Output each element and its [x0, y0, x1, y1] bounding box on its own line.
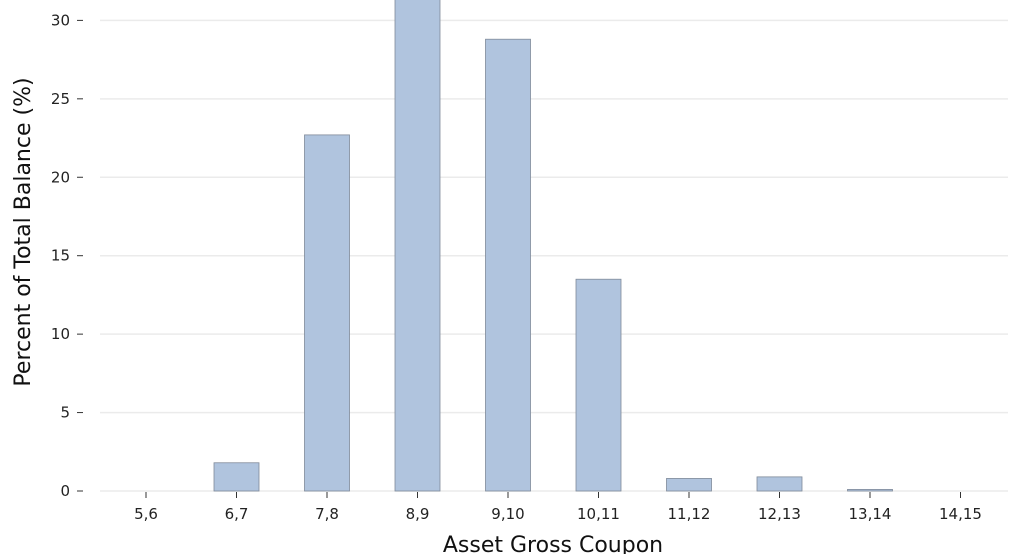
x-tick-label: 11,12	[668, 505, 711, 523]
x-tick-label: 5,6	[134, 505, 158, 523]
y-tick-label: 10	[51, 325, 70, 343]
bar-7-8	[304, 134, 350, 492]
bar-6-7	[213, 462, 260, 492]
x-tick-label: 10,11	[577, 505, 620, 523]
bar-9-10	[485, 38, 531, 492]
x-tick-label: 9,10	[491, 505, 524, 523]
bar-13-14	[847, 489, 893, 492]
y-tick-label: 0	[60, 482, 70, 500]
x-axis: 5,6 6,7 7,8 8,9 9,10 10,11 11,12 12,13 13,14 14,1…	[134, 492, 982, 523]
x-tick-label: 6,7	[225, 505, 249, 523]
bar-11-12	[666, 478, 712, 492]
bar-12-13	[756, 476, 803, 492]
x-tick-label: 13,14	[849, 505, 892, 523]
x-tick-label: 7,8	[315, 505, 339, 523]
x-axis-title: Asset Gross Coupon	[443, 533, 663, 554]
x-tick-label: 14,15	[939, 505, 982, 523]
y-tick-label: 5	[60, 404, 70, 422]
bar-10-11	[575, 278, 622, 492]
bars	[213, 0, 893, 492]
x-tick-label: 8,9	[406, 505, 430, 523]
x-tick-label: 12,13	[758, 505, 801, 523]
grid-lines	[100, 19, 1008, 492]
y-tick-label: 25	[51, 90, 70, 108]
bar-8-9	[394, 0, 441, 492]
y-tick-label: 15	[51, 247, 70, 265]
y-tick-label: 30	[51, 11, 70, 29]
y-tick-label: 20	[51, 168, 70, 186]
y-axis: 0 5 10 15 20 25 30	[51, 11, 83, 500]
y-axis-title: Percent of Total Balance (%)	[11, 77, 36, 386]
